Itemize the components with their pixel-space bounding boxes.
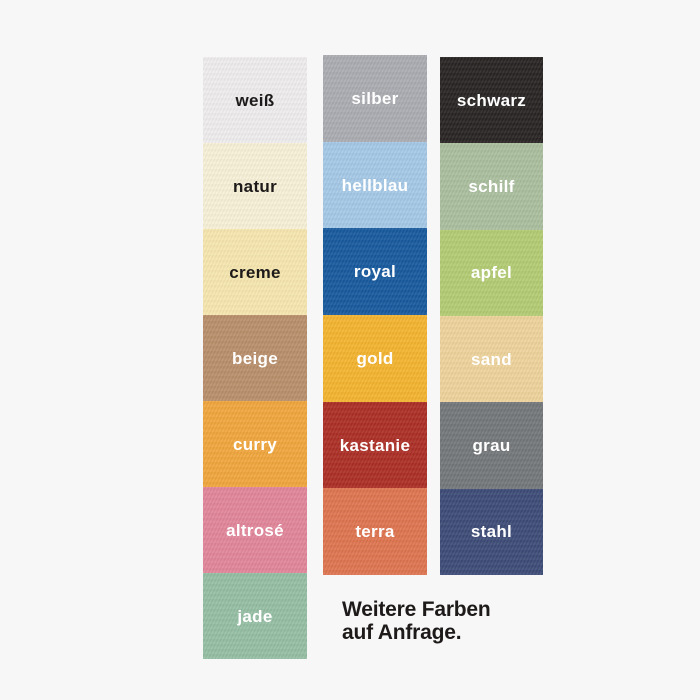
swatch-column-1: weiß natur creme beige curry altrosé jad… xyxy=(203,57,307,659)
swatch-label-creme: creme xyxy=(229,262,281,282)
swatch-creme: creme xyxy=(203,229,307,315)
swatch-label-curry: curry xyxy=(232,434,278,454)
swatch-sand: sand xyxy=(440,315,543,403)
swatch-stahl: stahl xyxy=(440,488,543,576)
swatch-label-schwarz: schwarz xyxy=(456,90,527,110)
more-colors-note-line1: Weitere Farben xyxy=(342,598,491,621)
more-colors-note-line2: auf Anfrage. xyxy=(342,621,462,644)
swatch-label-apfel: apfel xyxy=(470,263,513,283)
swatch-altrose: altrosé xyxy=(203,487,307,573)
swatch-schilf: schilf xyxy=(440,143,543,230)
swatch-column-3: schwarz schilf apfel sand grau stahl xyxy=(440,57,543,576)
swatch-label-natur: natur xyxy=(233,176,277,196)
swatch-label-stahl: stahl xyxy=(470,522,513,542)
swatch-label-altrose: altrosé xyxy=(226,520,284,540)
swatch-label-grau: grau xyxy=(472,435,511,455)
swatch-schwarz: schwarz xyxy=(440,57,543,144)
swatch-hellblau: hellblau xyxy=(323,141,427,229)
swatch-weiss: weiß xyxy=(203,57,307,143)
swatch-label-weiss: weiß xyxy=(235,90,275,110)
swatch-curry: curry xyxy=(203,401,307,487)
swatch-silber: silber xyxy=(323,55,427,142)
swatch-label-gold: gold xyxy=(356,348,394,368)
swatch-label-terra: terra xyxy=(355,522,395,542)
swatch-grau: grau xyxy=(440,402,543,489)
swatch-label-kastanie: kastanie xyxy=(339,435,411,455)
more-colors-note: Weitere Farben auf Anfrage. xyxy=(342,598,491,644)
swatch-natur: natur xyxy=(203,143,307,229)
swatch-jade: jade xyxy=(203,573,307,659)
swatch-label-royal: royal xyxy=(353,262,397,282)
swatch-royal: royal xyxy=(323,228,427,316)
swatch-label-jade: jade xyxy=(237,606,273,626)
swatch-label-schilf: schilf xyxy=(468,176,515,196)
swatch-label-hellblau: hellblau xyxy=(341,175,409,195)
swatch-gold: gold xyxy=(323,315,427,402)
swatch-label-sand: sand xyxy=(471,349,512,369)
swatch-beige: beige xyxy=(203,315,307,401)
swatch-label-silber: silber xyxy=(351,88,399,108)
swatch-column-2: silber hellblau royal gold kastanie terr… xyxy=(323,55,427,576)
swatch-apfel: apfel xyxy=(440,229,543,317)
swatch-kastanie: kastanie xyxy=(323,401,427,489)
swatch-terra: terra xyxy=(323,488,427,576)
swatch-label-beige: beige xyxy=(232,348,278,368)
